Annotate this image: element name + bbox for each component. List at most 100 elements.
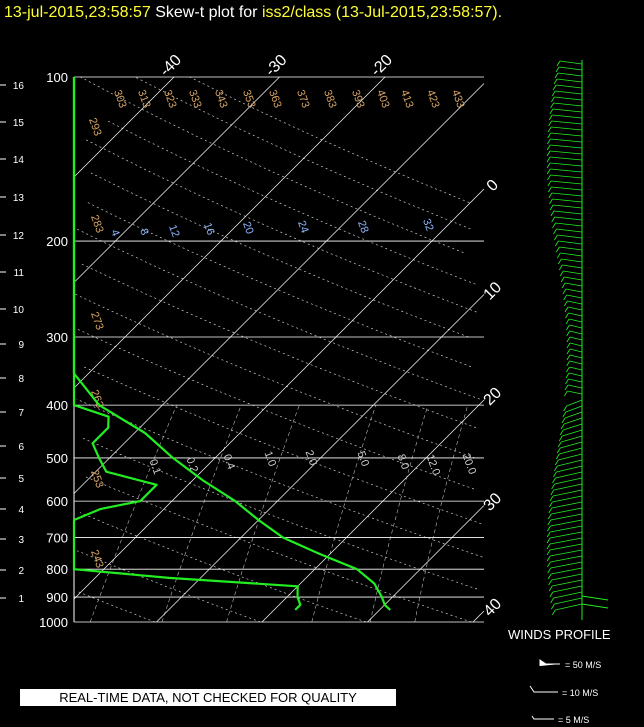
wind-barb-feather [546, 531, 551, 538]
wind-barb [553, 591, 583, 599]
wind-barb [552, 495, 583, 503]
wind-barb [569, 348, 583, 353]
wind-barb [552, 579, 583, 587]
wind-barb-feather [548, 120, 552, 127]
wind-barb [568, 372, 583, 377]
wind-barb [557, 78, 583, 83]
mixing-ratio-label: 2.0 [303, 449, 320, 467]
wind-barb-feather [546, 537, 551, 544]
wind-barb-feather [556, 60, 561, 67]
wind-barb [553, 204, 583, 209]
wind-barb-feather [555, 66, 560, 73]
wind-barb-feather [553, 78, 558, 85]
wind-barb-feather [558, 264, 563, 271]
sounding-traces [72, 77, 391, 611]
wind-barb [555, 603, 583, 611]
mixing-ratio-label: 20.0 [460, 452, 479, 476]
mixing-ratio-lines [90, 404, 468, 623]
wind-barb [551, 192, 583, 197]
wind-barb [553, 483, 583, 491]
wind-barb [581, 595, 609, 601]
dry-adiabat-label: 393 [349, 88, 367, 109]
pressure-tick-label: 500 [46, 451, 68, 466]
dry-adiabat-label: 383 [321, 88, 339, 109]
wind-barb-feather [547, 573, 552, 580]
wind-barb-feather [557, 258, 562, 265]
dry-adiabat-label: 313 [135, 88, 153, 109]
wind-barb-feather [556, 246, 560, 253]
wind-barb [569, 366, 583, 371]
wind-barb [563, 270, 583, 275]
height-tick-label: 7 [18, 408, 24, 419]
wind-barb [551, 120, 583, 125]
dry-adiabat-label: 403 [374, 88, 392, 109]
wind-barb [568, 378, 583, 383]
wind-barb [566, 399, 583, 407]
wind-barb-feather [557, 252, 561, 259]
pressure-tick-label: 700 [46, 531, 68, 546]
wind-barb [560, 252, 583, 257]
wind-barb [550, 513, 583, 521]
wind-barb [567, 390, 583, 395]
wind-barb [550, 561, 583, 569]
wind-barb-feather [551, 603, 555, 610]
wind-barb [559, 60, 583, 65]
pressure-tick-label: 200 [46, 234, 68, 249]
pressure-tick-label: 100 [46, 70, 68, 85]
wind-barb-feather [566, 324, 570, 331]
wind-barb [568, 312, 583, 317]
wind-barb-feather [566, 342, 571, 349]
wind-barb-feather [548, 585, 553, 592]
wind-barb-feather [561, 282, 566, 289]
dry-adiabats [74, 76, 483, 623]
mixing-ratio-label: 32 [420, 217, 435, 233]
wind-barb-feather [565, 318, 570, 325]
temperature-tick-label: 40 [481, 595, 506, 620]
wind-barb [551, 507, 583, 515]
wind-barb [551, 567, 583, 575]
wind-barb-feather [566, 354, 571, 361]
wind-barb-feather [561, 417, 566, 424]
wind-barb [559, 447, 583, 455]
wind-barb [552, 489, 583, 497]
dry-adiabat-line [80, 263, 477, 429]
height-tick-label: 11 [14, 268, 25, 279]
isotherm-line [73, 76, 175, 178]
header-title-prefix: Skew-t plot for [155, 4, 258, 21]
wind-barb-feather [559, 270, 564, 277]
wind-barb [552, 198, 583, 203]
wind-barb-feather [566, 348, 571, 355]
wind-barb [569, 342, 583, 347]
dry-adiabat-label: 413 [398, 88, 416, 109]
temperature-tick-label: 0 [484, 177, 502, 195]
header-timestamp: 13-jul-2015,23:58:57 [4, 4, 151, 21]
wind-barb-feather [550, 102, 554, 109]
pressure-tick-label: 300 [46, 330, 68, 345]
wind-barb-feather [546, 156, 551, 163]
wind-barb [550, 138, 583, 143]
dry-adiabat-line [106, 119, 476, 285]
dry-adiabat-line [82, 437, 478, 590]
wind-legend-10: = 10 M/S [562, 688, 599, 698]
mixing-ratio-label: 0.4 [221, 453, 238, 471]
wind-barb-feather [547, 519, 552, 526]
wind-barb [550, 180, 583, 185]
wind-barb-feather [547, 567, 552, 574]
mixing-ratio-line [90, 404, 177, 623]
wind-barb [557, 72, 583, 77]
wind-legend-symbol-5 [531, 715, 554, 720]
wind-barb-feather [554, 72, 559, 79]
dry-adiabat-line [80, 76, 464, 253]
mixing-ratio-line [311, 405, 377, 623]
wind-barb-feather [562, 411, 567, 418]
wind-barb-feather [553, 228, 557, 235]
wind-barb [558, 66, 583, 71]
wind-barb [568, 318, 583, 323]
wind-barb [550, 144, 583, 149]
wind-legend-5: = 5 M/S [558, 715, 590, 725]
wind-barb-feather [563, 294, 568, 301]
dry-adiabat-label: 263 [88, 388, 106, 409]
wind-barb [552, 114, 583, 119]
winds-profile-title: WINDS PROFILE [508, 627, 611, 642]
wind-barb [569, 336, 583, 341]
